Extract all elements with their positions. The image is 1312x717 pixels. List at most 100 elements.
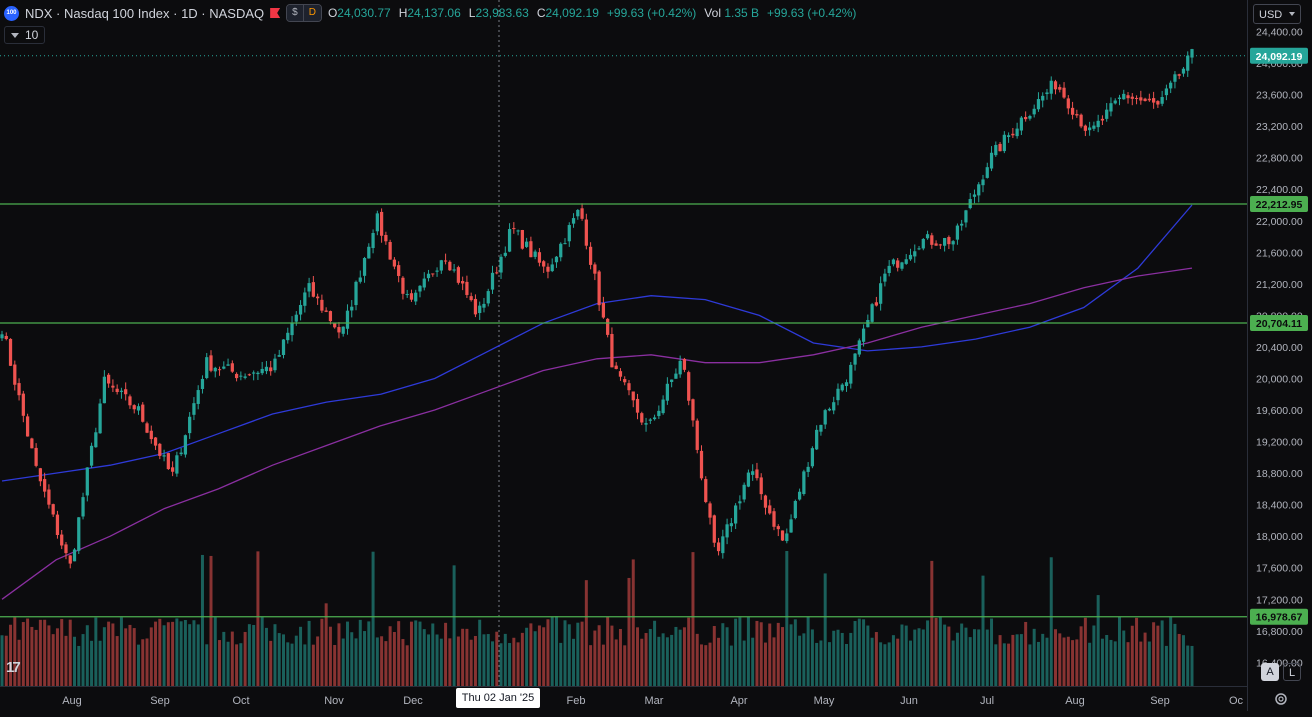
volume-bar xyxy=(789,624,793,686)
volume-bar xyxy=(985,629,989,686)
market-status-pill[interactable]: $ D xyxy=(286,4,322,22)
volume-bar xyxy=(1036,641,1040,686)
candle-body xyxy=(797,491,802,500)
candle-body xyxy=(269,367,273,372)
candle xyxy=(1036,92,1041,112)
log-scale-button[interactable]: L xyxy=(1283,663,1301,681)
currency-value: USD xyxy=(1259,9,1283,21)
volume-bar xyxy=(955,632,959,686)
candle xyxy=(1083,124,1087,137)
candle xyxy=(840,383,844,392)
volume-bar xyxy=(392,631,396,686)
candle-body xyxy=(290,322,294,336)
candle xyxy=(1169,80,1173,94)
volume-bar xyxy=(418,621,422,686)
candle xyxy=(183,434,188,458)
volume-bar xyxy=(431,623,435,686)
price-axis[interactable]: 24,400.00 24,000.00 23,600.00 23,200.00 22,8… xyxy=(1247,0,1312,711)
gear-icon[interactable] xyxy=(1274,692,1288,706)
volume-bar xyxy=(606,616,610,686)
candle xyxy=(832,396,836,415)
candle-body xyxy=(298,304,303,315)
chart-area[interactable] xyxy=(0,0,1247,686)
price-axis-labels: 24,400.0024,000.0023,600.0023,200.0022,8… xyxy=(1250,27,1308,669)
candle xyxy=(883,268,887,287)
candle xyxy=(610,327,614,368)
candle xyxy=(618,368,623,381)
volume-bar xyxy=(115,636,119,686)
volume-bar xyxy=(644,633,648,686)
candle xyxy=(580,203,584,221)
candle-body xyxy=(908,254,913,260)
candle xyxy=(942,237,947,252)
volume-bar xyxy=(1066,636,1070,686)
candle-body xyxy=(234,373,239,379)
candle-body xyxy=(469,296,473,301)
candle-body xyxy=(256,372,260,375)
candle-body xyxy=(1156,101,1160,105)
candle xyxy=(119,387,124,399)
red-flag-icon[interactable] xyxy=(270,8,281,18)
volume-bar xyxy=(990,618,994,686)
volume-bar xyxy=(196,624,200,686)
price-chart[interactable] xyxy=(0,0,1247,686)
candle-body xyxy=(478,305,482,314)
candle-body xyxy=(1143,98,1147,101)
candle-body xyxy=(972,194,977,197)
candle xyxy=(815,425,819,451)
volume-bar xyxy=(307,620,311,686)
candle xyxy=(405,289,409,298)
candle xyxy=(1151,91,1156,109)
candle xyxy=(392,257,397,270)
candle xyxy=(47,484,51,509)
time-tick-label: Oc xyxy=(1229,695,1244,707)
candle-body xyxy=(789,519,793,533)
candle xyxy=(222,361,226,370)
volume-bar xyxy=(461,628,465,686)
candle xyxy=(879,276,883,311)
symbol-logo-icon[interactable]: 100 xyxy=(4,5,19,21)
candle-body xyxy=(1113,100,1117,104)
volume-bar xyxy=(610,625,614,686)
candle-body xyxy=(674,373,678,379)
auto-scale-button[interactable]: A xyxy=(1261,663,1279,681)
candle-body xyxy=(708,503,712,518)
candle-body xyxy=(1151,98,1156,103)
candle-body xyxy=(507,229,512,252)
tradingview-logo-icon[interactable]: 17 xyxy=(6,659,21,676)
candle xyxy=(1019,115,1024,136)
candle-body xyxy=(452,269,456,271)
indicator-toggle[interactable]: 10 xyxy=(4,26,46,44)
candle-body xyxy=(917,248,921,250)
volume-bar xyxy=(1011,634,1015,686)
volume-bar xyxy=(1041,633,1045,686)
candle-body xyxy=(729,523,733,527)
candle xyxy=(290,316,294,342)
volume-bar xyxy=(930,560,934,686)
candle-body xyxy=(1049,80,1053,94)
candle xyxy=(1088,121,1092,136)
candle xyxy=(588,242,593,270)
volume-bar xyxy=(26,618,30,686)
candle xyxy=(1190,48,1194,64)
volume-bar xyxy=(926,620,930,686)
candle-body xyxy=(759,477,763,495)
candle xyxy=(431,273,435,277)
volume-bar xyxy=(1007,643,1011,686)
candle xyxy=(324,307,328,313)
time-axis[interactable]: Aug Sep Oct Nov Dec Feb Mar Apr May Jun Jul Aug Sep O… xyxy=(0,686,1247,712)
candle-body xyxy=(1186,55,1190,71)
candle-body xyxy=(30,438,34,449)
currency-selector[interactable]: USD xyxy=(1253,4,1301,24)
symbol-title[interactable]: NDX · Nasdaq 100 Index · 1D · NASDAQ xyxy=(25,5,265,21)
candle xyxy=(670,379,674,388)
candle xyxy=(896,258,900,272)
candle-body xyxy=(1164,88,1169,96)
candle xyxy=(333,322,337,329)
volume-bar xyxy=(695,633,699,686)
candle xyxy=(277,349,281,357)
volume-bar xyxy=(887,642,891,686)
candle xyxy=(1028,114,1032,121)
volume-bar xyxy=(17,639,21,686)
candle xyxy=(170,461,175,477)
